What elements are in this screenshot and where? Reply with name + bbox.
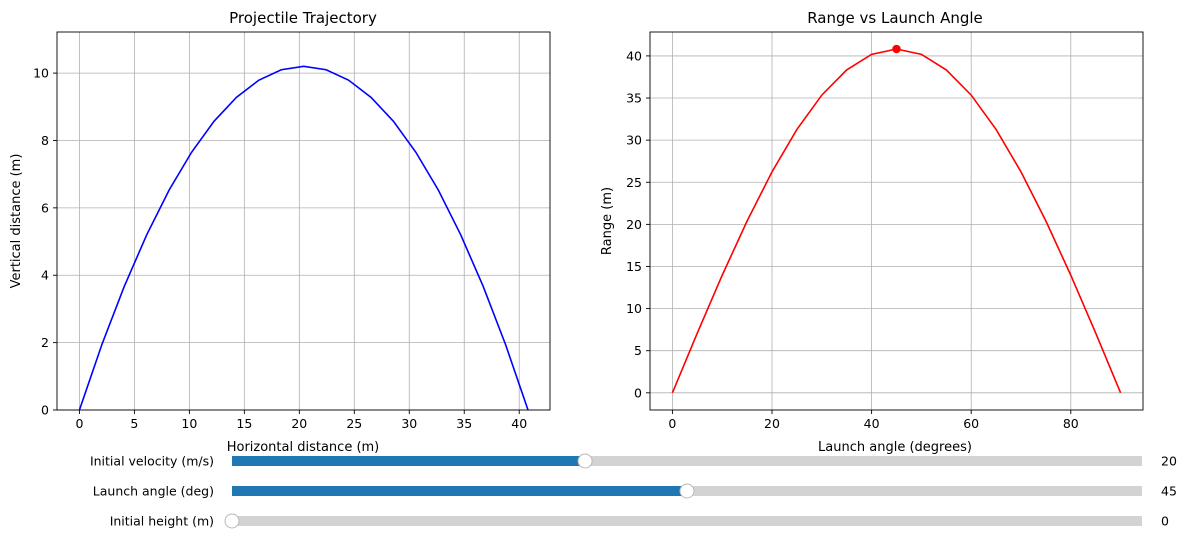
slider-handle[interactable] [224,513,240,529]
range-y-tick-label: 35 [626,91,642,106]
slider-value: 0 [1161,514,1169,529]
trajectory-y-tick-label: 0 [41,403,49,418]
range-x-tick-label: 80 [1063,416,1079,431]
range-y-tick-label: 20 [626,217,642,232]
slider-value: 45 [1161,484,1177,499]
trajectory-y-tick-label: 8 [41,133,49,148]
slider-track[interactable] [232,456,1142,466]
slider-panel: Initial velocity (m/s) 20 Launch angle (de… [90,453,1177,529]
range-y-axis-label: Range (m) [600,187,615,255]
range-y-tick-label: 0 [634,385,642,400]
trajectory-y-axis-label: Vertical distance (m) [9,154,24,289]
trajectory-chart: Projectile Trajectory Horizontal distanc… [9,9,551,455]
trajectory-chart-title: Projectile Trajectory [229,9,377,27]
slider-fill [232,486,687,496]
range-x-axis-label: Launch angle (degrees) [818,440,972,455]
trajectory-x-tick-label: 15 [236,416,252,431]
slider-value: 20 [1161,454,1177,469]
trajectory-x-tick-label: 0 [75,416,83,431]
slider-track[interactable] [232,516,1142,526]
range-y-tick-label: 5 [634,343,642,358]
trajectory-series-line [78,65,529,411]
range-x-tick-label: 40 [864,416,880,431]
trajectory-axes-frame [56,31,551,411]
trajectory-y-tick-label: 4 [41,268,49,283]
range-y-tick-label: 10 [626,301,642,316]
slider-handle[interactable] [577,453,593,469]
range-chart: Range vs Launch Angle Launch angle (degr… [600,9,1144,455]
slider-row: Launch angle (deg) 45 [93,483,1177,499]
range-series-line [671,48,1122,394]
slider-fill [232,456,586,466]
trajectory-x-tick-label: 5 [130,416,138,431]
range-chart-title: Range vs Launch Angle [807,9,983,27]
trajectory-y-tick-label: 2 [41,335,49,350]
trajectory-y-tick-label: 6 [41,200,49,215]
slider-row: Initial height (m) 0 [110,513,1169,529]
trajectory-x-tick-label: 40 [511,416,527,431]
slider-row: Initial velocity (m/s) 20 [90,453,1177,469]
trajectory-x-tick-label: 30 [401,416,417,431]
slider-label: Launch angle (deg) [93,484,214,499]
range-x-tick-label: 60 [963,416,979,431]
range-x-tick-label: 0 [668,416,676,431]
range-y-tick-label: 25 [626,175,642,190]
range-y-tick-label: 40 [626,48,642,63]
range-max-point-marker [892,44,901,54]
trajectory-x-tick-label: 35 [456,416,472,431]
range-axes-frame [649,31,1144,411]
slider-label: Initial height (m) [110,514,214,529]
range-y-tick-label: 30 [626,133,642,148]
range-x-tick-label: 20 [764,416,780,431]
trajectory-x-axis-label: Horizontal distance (m) [227,440,380,455]
slider-label: Initial velocity (m/s) [90,454,214,469]
trajectory-x-tick-label: 25 [346,416,362,431]
range-y-tick-label: 15 [626,259,642,274]
trajectory-y-tick-label: 10 [33,66,49,81]
trajectory-x-tick-label: 20 [291,416,307,431]
trajectory-x-tick-label: 10 [181,416,197,431]
slider-handle[interactable] [679,483,695,499]
